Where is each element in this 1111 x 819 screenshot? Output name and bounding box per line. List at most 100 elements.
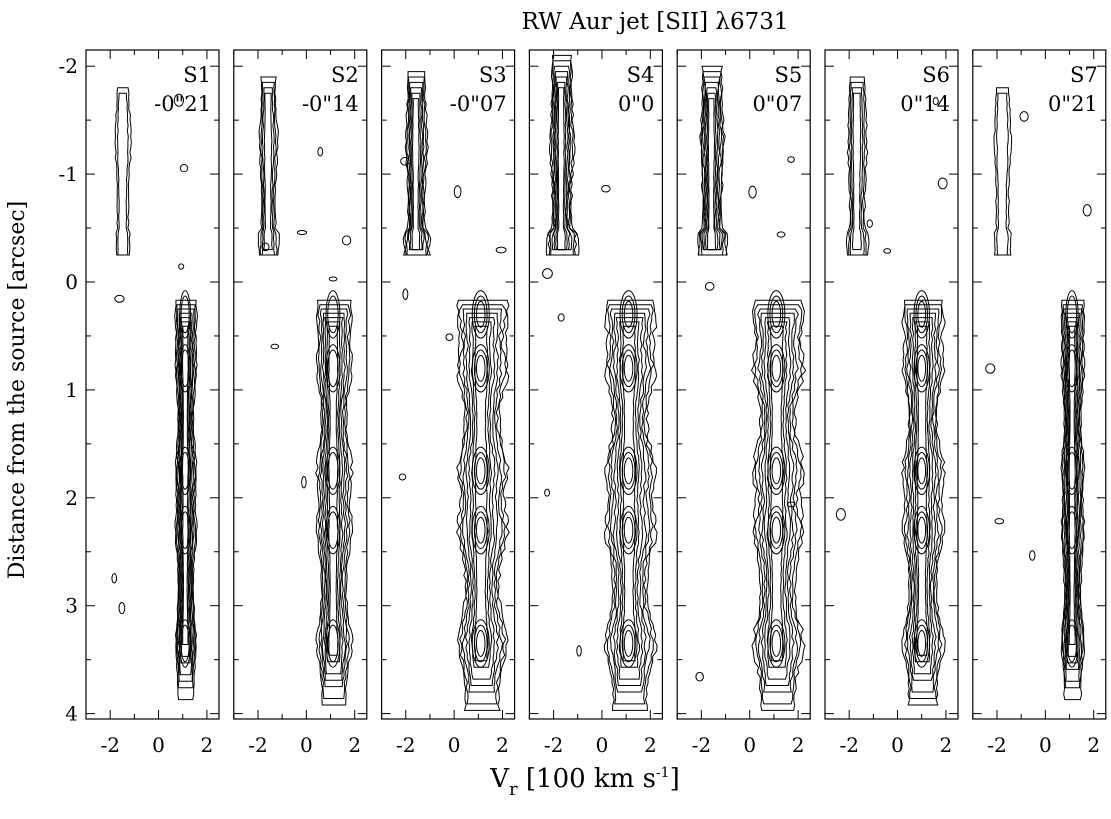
knot-contour [1065, 446, 1079, 496]
red-contour [913, 321, 931, 663]
blue-contour [849, 87, 865, 256]
noise-contour [695, 671, 704, 682]
knot-contour [917, 457, 927, 485]
panel-s4: -2 0 2 S4 0"0 [528, 49, 664, 757]
panel-s7: -2 0 2 S7 0"21 [972, 49, 1107, 757]
blue-contour [402, 71, 432, 256]
x-tick-label: 2 [201, 733, 214, 757]
red-contour [319, 308, 349, 688]
panel-offset: -0"07 [450, 92, 507, 116]
red-contour [621, 325, 637, 662]
red-contour [769, 325, 785, 662]
red-contour [1065, 317, 1080, 664]
noise-contour [786, 501, 796, 508]
blue-contour [547, 60, 578, 256]
knot-contour [917, 354, 927, 382]
knot-contour [769, 349, 784, 388]
knot-contour [471, 446, 490, 496]
contours-s4 [542, 54, 658, 711]
knot-contour [917, 300, 927, 328]
knot-contour [769, 624, 784, 663]
red-contour [754, 304, 803, 705]
blue-contour [551, 71, 573, 251]
contours-s3 [398, 71, 510, 711]
knot-contour [1066, 451, 1078, 490]
knot-contour [619, 446, 638, 496]
y-tick-label: -2 [59, 54, 78, 78]
red-contour [1064, 312, 1081, 670]
contours-s6 [835, 76, 948, 706]
red-contour [175, 304, 197, 689]
panel-s5: -2 0 2 S5 0"07 [676, 49, 811, 757]
panel-label: S2 [331, 63, 359, 87]
blue-contour [703, 87, 721, 251]
noise-contour [173, 93, 185, 107]
knot-contour [619, 619, 638, 668]
knot-contour [475, 457, 486, 485]
knot-contour [623, 516, 634, 544]
knot-contour [771, 354, 782, 382]
knot-contour [621, 451, 636, 490]
x-tick-label: 0 [743, 733, 756, 757]
contours-s2 [257, 76, 354, 706]
noise-contour [400, 156, 410, 166]
x-tick-label: 0 [1039, 733, 1052, 757]
blue-contour [545, 54, 580, 256]
blue-contour [848, 81, 867, 256]
red-contour [612, 312, 648, 686]
knot-contour [180, 349, 190, 388]
panel-frame [824, 49, 959, 720]
panel-label: S4 [627, 63, 655, 87]
red-contour [901, 299, 946, 706]
red-contour [468, 317, 496, 680]
knot-contour [473, 295, 488, 334]
noise-contour [985, 363, 996, 374]
knot-contour [1066, 511, 1078, 550]
noise-contour [787, 156, 795, 163]
knot-contour [767, 344, 786, 393]
knot-contour [623, 457, 634, 485]
red-contour [464, 312, 500, 686]
noise-contour [932, 97, 939, 106]
knot-contour [327, 511, 339, 550]
red-contour [326, 321, 341, 663]
knot-contour [179, 505, 192, 555]
noise-contour [495, 246, 507, 254]
noise-contour [118, 601, 126, 615]
noise-contour [1082, 204, 1092, 217]
y-tick-label: 2 [65, 486, 78, 510]
panel-label: S5 [774, 63, 802, 87]
x-tick-label: 0 [891, 733, 904, 757]
knot-contour [471, 344, 490, 393]
red-contour [615, 317, 644, 680]
blue-contour [705, 92, 719, 251]
knot-contour [767, 446, 786, 496]
red-contour [618, 321, 641, 668]
contours-s1 [111, 87, 199, 701]
red-contour [1061, 304, 1084, 689]
knot-contour [915, 511, 929, 550]
x-tick-label: 2 [1087, 733, 1100, 757]
knot-contour [771, 457, 782, 485]
red-contour [1068, 325, 1076, 645]
noise-contour [179, 163, 189, 173]
knot-contour [913, 344, 930, 393]
chart-title: RW Aur jet [SII] λ6731 [521, 9, 788, 35]
noise-contour [544, 488, 551, 497]
knot-contour [913, 446, 930, 496]
knot-contour [621, 349, 636, 388]
knot-contour [1065, 344, 1079, 393]
blue-contour [706, 98, 717, 251]
knot-contour [913, 290, 930, 339]
noise-contour [398, 473, 407, 481]
x-tick-label: -2 [396, 733, 415, 757]
red-contour [179, 317, 192, 664]
knot-contour [325, 446, 341, 496]
blue-contour [698, 71, 728, 256]
blue-contour [553, 76, 571, 251]
noise-contour [601, 184, 611, 193]
red-contour [908, 312, 937, 681]
red-contour [176, 308, 195, 682]
knot-contour [1066, 624, 1078, 663]
